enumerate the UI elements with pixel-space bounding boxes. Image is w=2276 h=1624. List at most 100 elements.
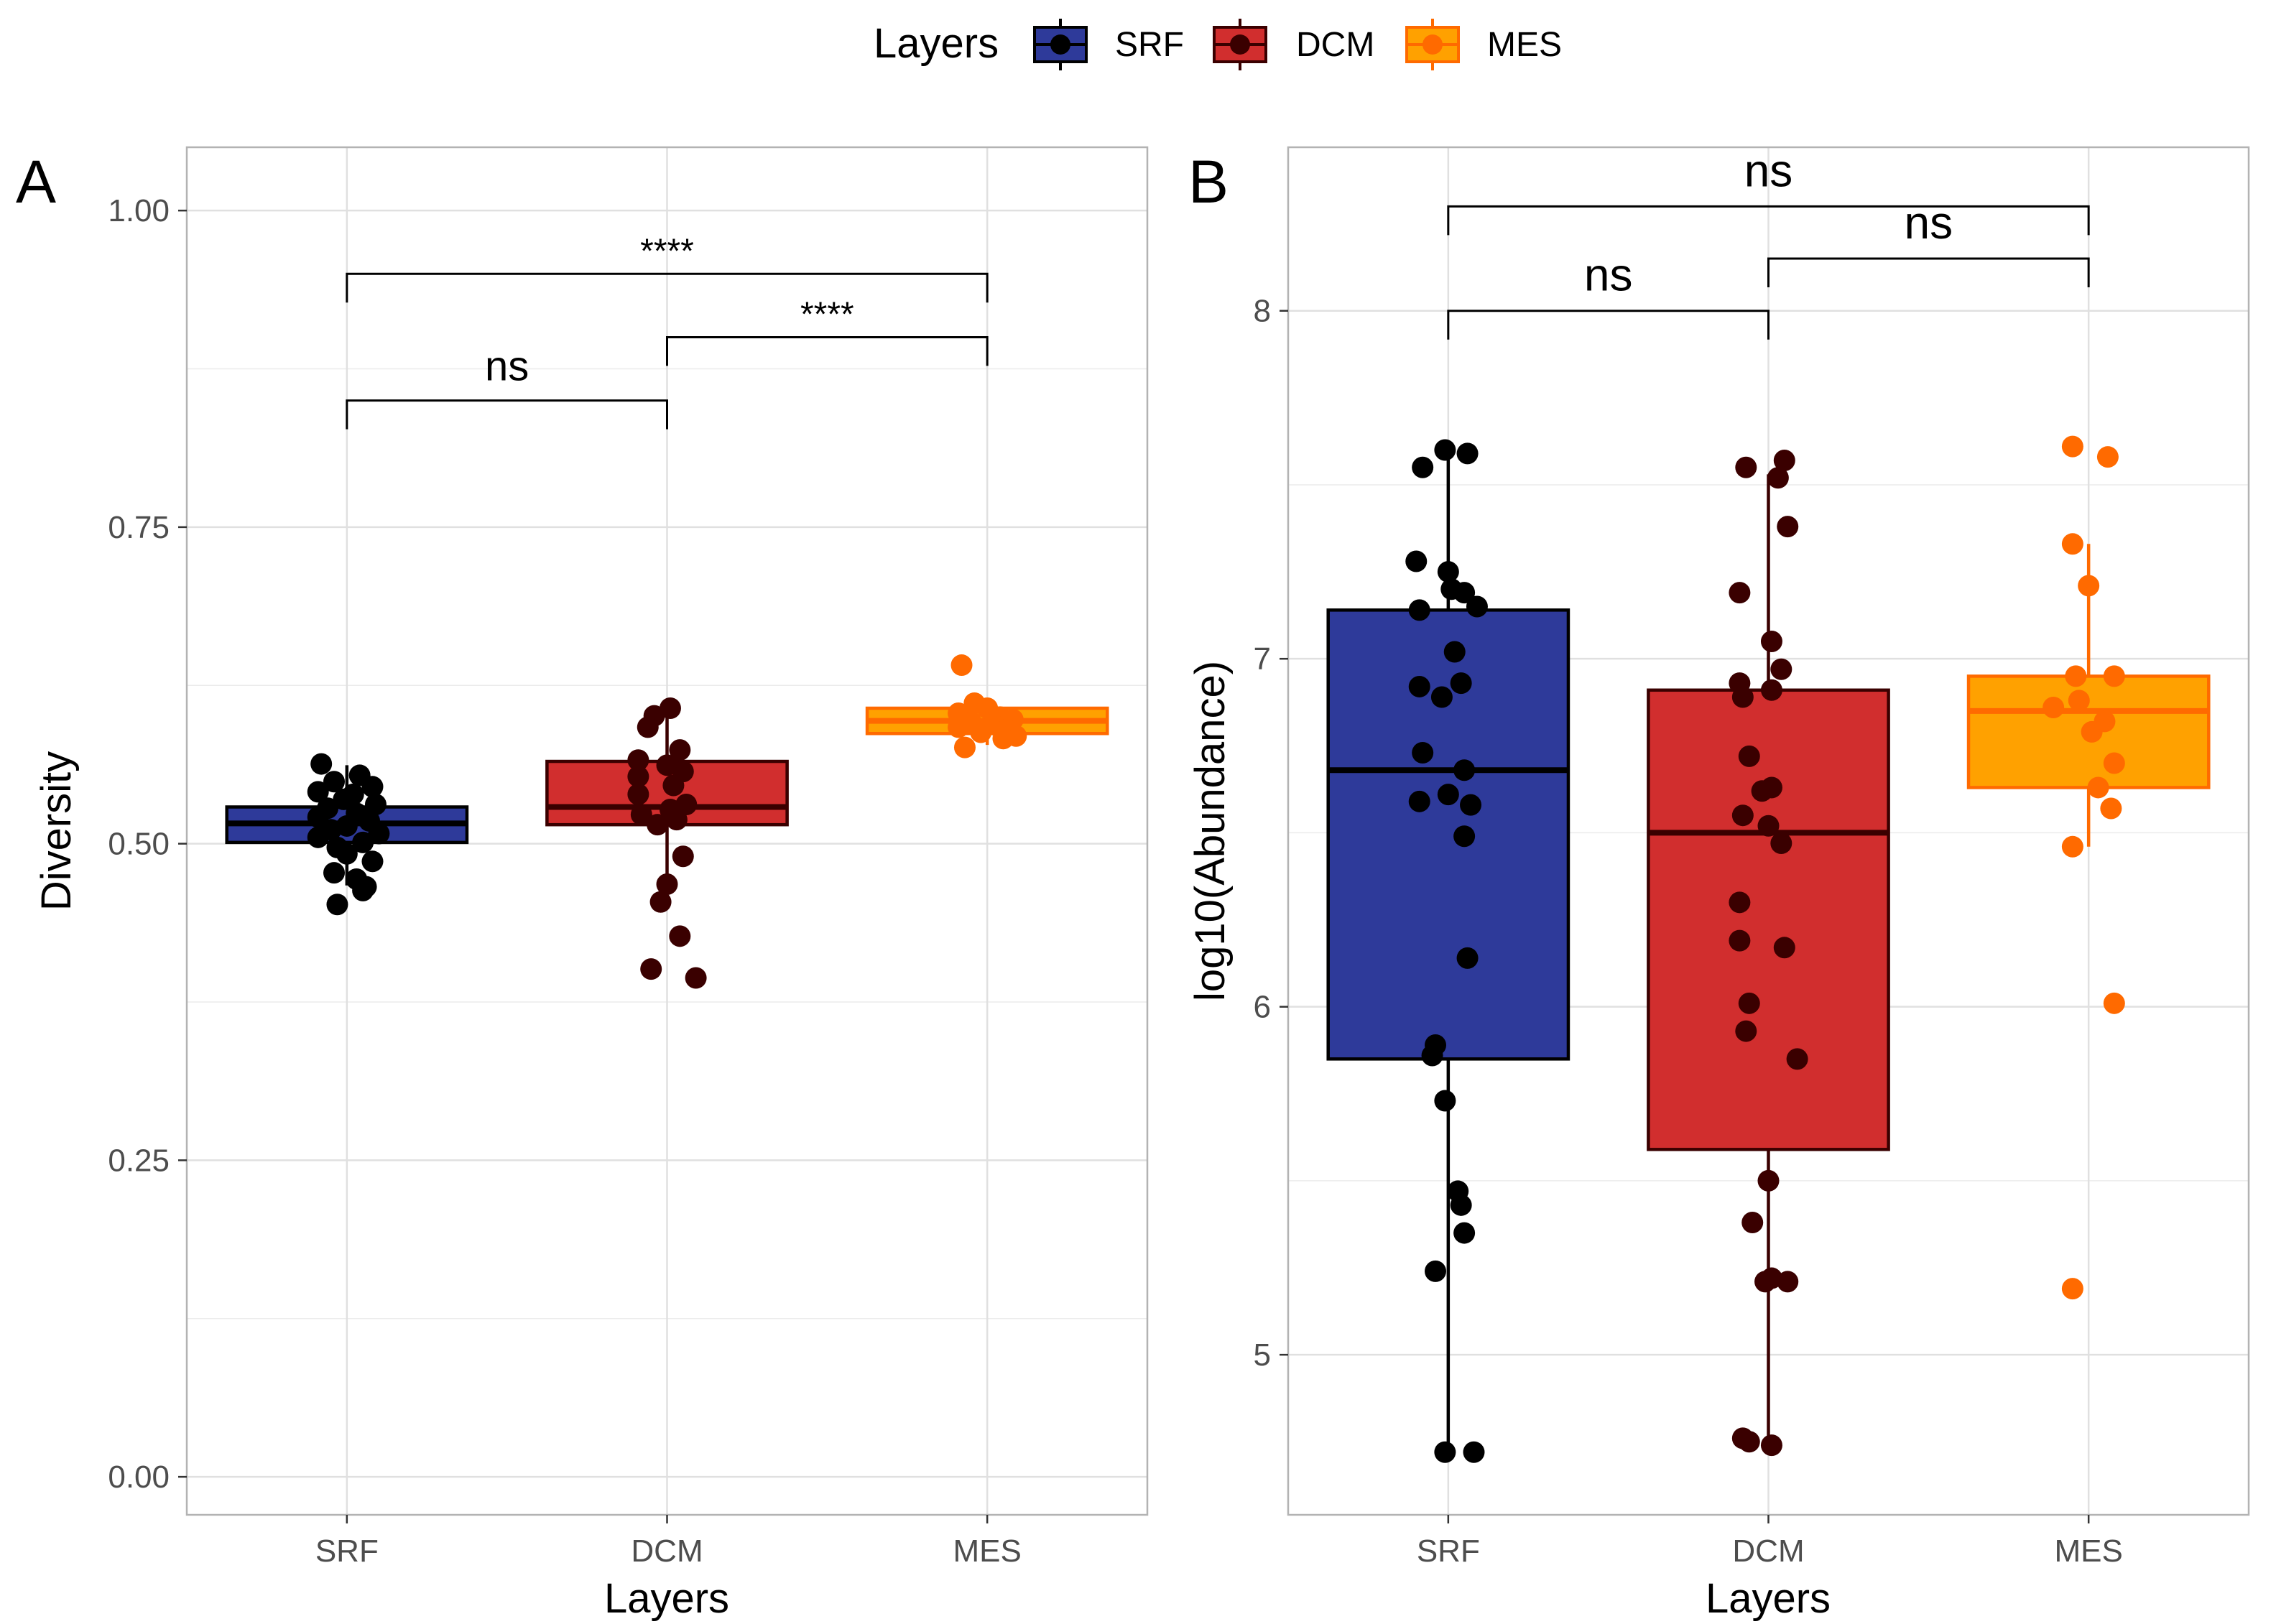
panel-b-point-dcm <box>1738 1431 1760 1453</box>
panel-b-point-mes <box>2087 776 2109 799</box>
panel-b-point-dcm <box>1735 1020 1757 1042</box>
panel-a-point-mes <box>992 728 1014 750</box>
panel-b-point-mes <box>2103 665 2125 687</box>
panel-a-y-ticks: 0.00 0.25 0.50 0.75 1.00 <box>108 193 187 1495</box>
panel-a-point-srf <box>361 850 384 873</box>
panel-a-y-tick-label: 0.25 <box>108 1143 170 1178</box>
panel-a-point-dcm <box>649 891 672 913</box>
panel-b-point-dcm <box>1738 992 1760 1014</box>
panel-a-x-tick-label-dcm: DCM <box>631 1533 703 1569</box>
panel-b: B ns ns ns 5 6 7 8 SRF DCM MES Layers log10(Abu… <box>1187 144 2250 1622</box>
panel-b-point-srf <box>1437 784 1459 806</box>
panel-b-point-dcm <box>1729 929 1751 952</box>
panel-a-comparison-label-srf-dcm: ns <box>485 343 529 390</box>
panel-a-point-srf <box>307 826 329 848</box>
panel-b-iqr-box-dcm <box>1647 688 1890 1151</box>
panel-b-point-dcm <box>1773 450 1795 472</box>
panel-b-point-dcm <box>1751 780 1773 802</box>
panel-a-comparison-srf-mes: **** <box>346 232 989 303</box>
panel-a-point-srf <box>368 822 390 845</box>
panel-b-comparison-srf-mes: ns <box>1447 144 2090 236</box>
legend-key-dot-mes <box>1422 34 1443 55</box>
panel-b-comparison-label-dcm-mes: ns <box>1905 197 1953 249</box>
panel-a-point-srf <box>352 879 374 901</box>
panel-a-point-srf <box>310 753 333 775</box>
panel-b-point-mes <box>2061 1278 2083 1300</box>
panel-b-point-srf <box>1443 641 1466 663</box>
panel-a: A ns **** **** 0.00 0.25 0.50 0.75 1.00 SRF DCM… <box>16 146 1149 1622</box>
panel-a-point-dcm <box>665 809 688 831</box>
panel-b-x-tick-label-dcm: DCM <box>1732 1533 1804 1569</box>
panel-a-point-dcm <box>669 739 691 761</box>
panel-b-y-tick-label: 6 <box>1254 990 1271 1025</box>
panel-b-point-dcm <box>1767 467 1789 489</box>
panel-b-point-srf <box>1466 595 1488 618</box>
panel-b-point-srf <box>1408 599 1430 621</box>
panel-b-comparison-bracket-srf-mes <box>1447 205 2090 236</box>
panel-b-point-srf <box>1434 1441 1456 1463</box>
panel-b-comparison-label-srf-dcm: ns <box>1584 249 1633 301</box>
panel-b-point-srf <box>1453 582 1476 604</box>
panel-b-comparison-label-srf-mes: ns <box>1744 144 1793 196</box>
panel-a-point-dcm <box>662 774 685 797</box>
panel-b-y-tick-label: 7 <box>1254 641 1271 677</box>
panel-b-comparison-bracket-dcm-mes <box>1767 257 2090 288</box>
panel-b-point-mes <box>2100 797 2122 820</box>
panel-b-tag: B <box>1188 148 1229 215</box>
panel-b-point-srf <box>1412 741 1434 764</box>
panel-b-comparisons: ns ns ns <box>1447 144 2090 340</box>
panel-a-x-ticks: SRF DCM MES <box>315 1515 1022 1569</box>
panel-b-y-axis-title: log10(Abundance) <box>1187 661 1234 1001</box>
panel-b-point-mes <box>2078 575 2100 597</box>
panel-a-y-tick-label: 0.75 <box>108 510 170 545</box>
panel-a-point-mes <box>948 716 970 738</box>
panel-a-point-mes <box>950 654 973 677</box>
legend-label-mes: MES <box>1487 26 1562 64</box>
legend-label-dcm: DCM <box>1296 26 1374 64</box>
panel-b-point-mes <box>2068 690 2090 712</box>
legend-items: SRF DCM MES <box>1033 19 1562 70</box>
panel-b-y-ticks: 5 6 7 8 <box>1254 294 1288 1373</box>
panel-b-point-mes <box>2061 835 2083 858</box>
panel-b-comparison-bracket-srf-dcm <box>1447 310 1770 340</box>
panel-b-boxes <box>1326 450 2211 1452</box>
panel-a-point-dcm <box>659 697 681 719</box>
panel-b-point-mes <box>2081 720 2103 743</box>
panel-b-point-mes <box>2061 533 2083 555</box>
panel-a-point-dcm <box>637 716 659 738</box>
panel-b-x-ticks: SRF DCM MES <box>1417 1515 2123 1569</box>
panel-a-point-srf <box>361 776 384 798</box>
panel-b-point-srf <box>1430 686 1453 708</box>
panel-b-point-srf <box>1456 947 1479 969</box>
panel-a-comparison-dcm-mes: **** <box>666 295 989 366</box>
panel-b-point-dcm <box>1786 1048 1808 1070</box>
panel-b-point-srf <box>1453 1222 1476 1244</box>
panel-b-point-srf <box>1437 561 1459 583</box>
panel-a-point-srf <box>323 862 346 884</box>
panel-a-point-dcm <box>627 749 649 771</box>
panel-a-point-srf <box>336 843 358 865</box>
panel-b-x-tick-label-mes: MES <box>2054 1533 2122 1569</box>
panel-b-point-srf <box>1434 1090 1456 1112</box>
panel-b-point-mes <box>2103 992 2125 1014</box>
panel-b-point-srf <box>1456 442 1479 465</box>
panel-b-point-srf <box>1434 439 1456 461</box>
panel-b-box-srf <box>1326 450 1570 1452</box>
panel-b-points <box>1405 435 2125 1463</box>
panel-b-point-srf <box>1405 550 1428 572</box>
panel-b-point-mes <box>2096 446 2119 468</box>
panel-a-y-tick-label: 0.00 <box>108 1460 170 1495</box>
panel-a-point-srf <box>333 788 355 810</box>
panel-b-point-dcm <box>1760 679 1782 701</box>
panel-b-point-srf <box>1412 456 1434 478</box>
panel-b-point-dcm <box>1770 658 1792 680</box>
panel-b-point-mes <box>2061 435 2083 458</box>
panel-b-point-dcm <box>1731 686 1754 708</box>
panel-a-points <box>307 654 1027 989</box>
panel-a-comparison-label-dcm-mes: **** <box>800 295 854 333</box>
panel-a-point-srf <box>364 793 387 815</box>
legend-item-mes: MES <box>1405 19 1562 70</box>
panel-a-point-dcm <box>685 967 707 989</box>
panel-b-comparison-srf-dcm: ns <box>1447 249 1770 340</box>
